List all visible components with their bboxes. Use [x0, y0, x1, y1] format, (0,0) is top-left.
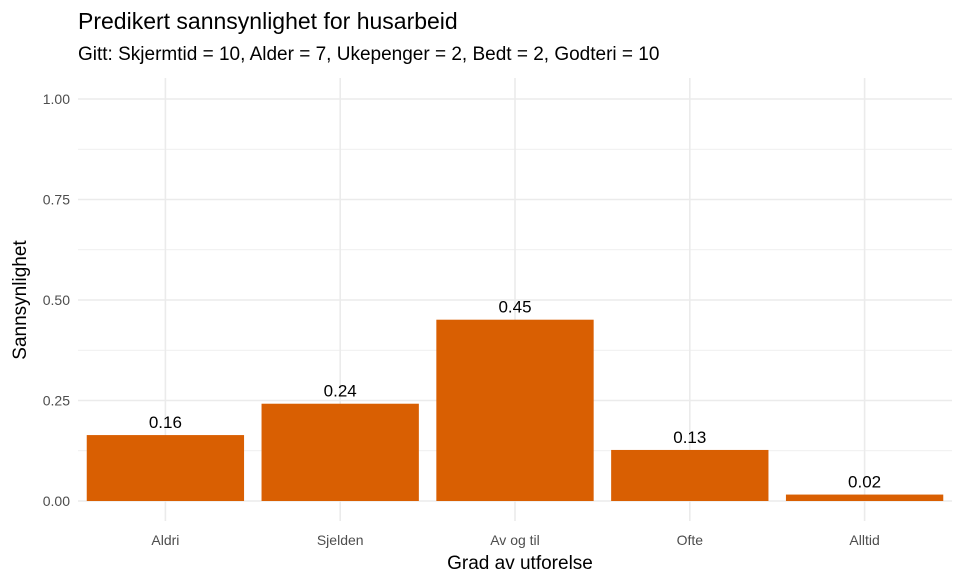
y-tick-label: 0.75 [43, 192, 70, 208]
bar-sjelden [261, 403, 419, 501]
y-tick-label: 0.00 [43, 493, 70, 509]
bar-aldri [86, 435, 245, 501]
bar-ofte [611, 449, 769, 501]
data-label: 0.24 [324, 382, 357, 401]
bar-alltid [785, 494, 944, 501]
x-tick-label: Alltid [849, 532, 879, 548]
y-tick-label: 1.00 [43, 91, 70, 107]
x-axis-label: Grad av utforelse [447, 553, 593, 574]
bar-av-og-til [436, 319, 594, 501]
y-tick-label: 0.50 [43, 292, 70, 308]
data-label: 0.45 [498, 298, 531, 317]
chart-subtitle: Gitt: Skjermtid = 10, Alder = 7, Ukepeng… [78, 44, 660, 65]
x-tick-label: Sjelden [317, 532, 364, 548]
y-tick-label: 0.25 [43, 393, 70, 409]
data-label: 0.02 [848, 473, 881, 492]
x-tick-label: Aldri [151, 532, 179, 548]
data-label: 0.16 [149, 413, 182, 432]
chart-title: Predikert sannsynlighet for husarbeid [78, 8, 458, 34]
data-label: 0.13 [673, 428, 706, 447]
x-tick-label: Ofte [677, 532, 704, 548]
x-tick-label: Av og til [490, 532, 540, 548]
